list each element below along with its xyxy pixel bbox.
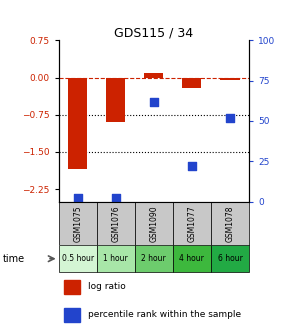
Point xyxy=(190,163,194,169)
Text: 2 hour: 2 hour xyxy=(142,254,166,263)
Text: time: time xyxy=(3,254,25,264)
Bar xyxy=(64,308,80,322)
Text: log ratio: log ratio xyxy=(88,282,125,291)
Bar xyxy=(173,245,211,272)
Bar xyxy=(211,202,249,245)
Text: 6 hour: 6 hour xyxy=(218,254,242,263)
Bar xyxy=(135,245,173,272)
Bar xyxy=(220,78,239,80)
Text: GSM1075: GSM1075 xyxy=(73,205,82,242)
Text: 0.5 hour: 0.5 hour xyxy=(62,254,94,263)
Text: GSM1077: GSM1077 xyxy=(188,205,196,242)
Point xyxy=(151,99,156,104)
Point xyxy=(113,196,118,201)
Bar xyxy=(106,78,125,122)
Bar xyxy=(64,280,80,294)
Point xyxy=(75,196,80,201)
Bar xyxy=(182,78,201,88)
Bar xyxy=(144,73,163,78)
Text: GSM1076: GSM1076 xyxy=(111,205,120,242)
Bar xyxy=(211,245,249,272)
Bar xyxy=(97,202,135,245)
Text: percentile rank within the sample: percentile rank within the sample xyxy=(88,310,241,320)
Text: 1 hour: 1 hour xyxy=(103,254,128,263)
Bar xyxy=(135,202,173,245)
Bar xyxy=(59,245,97,272)
Text: GSM1090: GSM1090 xyxy=(149,205,158,242)
Text: GSM1078: GSM1078 xyxy=(226,205,234,242)
Text: 4 hour: 4 hour xyxy=(180,254,204,263)
Bar xyxy=(97,245,135,272)
Bar xyxy=(59,202,97,245)
Bar xyxy=(68,78,87,169)
Title: GDS115 / 34: GDS115 / 34 xyxy=(114,26,193,39)
Bar xyxy=(173,202,211,245)
Point xyxy=(228,115,232,120)
